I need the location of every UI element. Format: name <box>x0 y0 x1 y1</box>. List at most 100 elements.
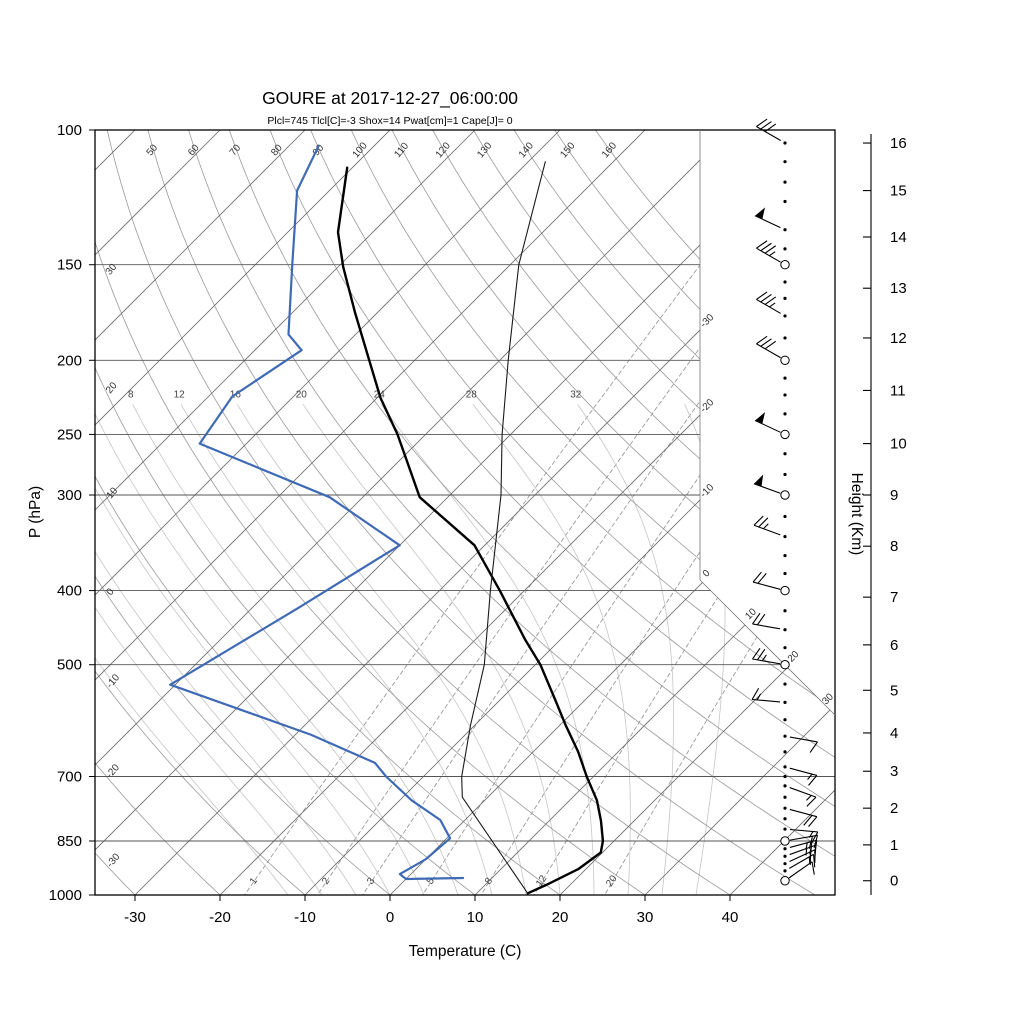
svg-text:13: 13 <box>890 280 907 297</box>
wind-barb <box>756 240 790 270</box>
isotherm-line <box>389 130 835 895</box>
svg-text:80: 80 <box>269 142 285 158</box>
wind-barb <box>756 335 790 365</box>
isotherm-line <box>134 130 835 895</box>
dry-adiabat-line <box>95 130 646 895</box>
wind-barb <box>783 682 787 686</box>
svg-text:1: 1 <box>248 875 260 886</box>
moist-adiabat-line <box>180 404 493 895</box>
svg-text:130: 130 <box>475 140 494 160</box>
svg-text:8: 8 <box>128 390 134 401</box>
moist-adiabat-line <box>95 404 391 895</box>
dry-adiabat-line <box>310 130 835 895</box>
wind-barb <box>756 118 787 145</box>
svg-text:50: 50 <box>145 142 161 158</box>
wind-barb <box>783 280 787 284</box>
svg-text:10: 10 <box>743 606 759 622</box>
svg-text:15: 15 <box>890 183 907 200</box>
svg-text:10: 10 <box>890 436 907 453</box>
svg-text:150: 150 <box>558 140 577 160</box>
isotherm-line <box>95 130 731 895</box>
wind-barb <box>783 718 787 722</box>
svg-text:6: 6 <box>890 637 898 654</box>
wind-barb <box>756 291 787 318</box>
moist-adiabat-line <box>577 404 674 895</box>
svg-text:14: 14 <box>890 229 907 246</box>
wind-barb <box>783 376 787 380</box>
svg-text:11: 11 <box>890 382 906 399</box>
wind-barb <box>752 613 787 632</box>
svg-text:9: 9 <box>890 487 898 504</box>
wind-barb <box>752 571 790 596</box>
svg-text:100: 100 <box>351 140 370 160</box>
isotherm-line <box>219 130 835 895</box>
isotherm-line <box>95 130 391 895</box>
svg-text:8: 8 <box>483 875 495 886</box>
wind-barb <box>783 844 817 860</box>
wind-barb <box>783 160 787 164</box>
wind-barb <box>783 514 787 519</box>
dry-adiabat-line <box>432 130 835 895</box>
svg-text:700: 700 <box>57 769 82 786</box>
svg-text:28: 28 <box>466 390 478 401</box>
dry-adiabat-line <box>95 130 391 895</box>
isotherm-line <box>95 130 646 895</box>
wind-barb <box>780 861 815 886</box>
wind-barb <box>783 774 787 779</box>
svg-text:250: 250 <box>57 426 82 443</box>
dry-adiabat-line <box>95 130 306 895</box>
dry-adiabat-line <box>147 130 816 895</box>
mixing-ratio-line <box>422 130 835 895</box>
svg-text:0: 0 <box>701 568 713 580</box>
svg-text:1000: 1000 <box>49 887 82 904</box>
sounding-curves <box>169 145 605 895</box>
svg-text:20: 20 <box>552 909 569 926</box>
mixing-ratio-line <box>604 130 835 895</box>
wind-barb <box>751 687 787 704</box>
wind-barb <box>783 734 818 753</box>
moist-adiabat-line <box>472 404 631 895</box>
svg-text:-30: -30 <box>124 909 146 926</box>
wind-barb <box>783 817 787 821</box>
chart-title: GOURE at 2017-12-27_06:00:00 <box>262 88 518 109</box>
wind-barb <box>783 336 787 340</box>
svg-text:70: 70 <box>228 142 244 158</box>
isotherm-line <box>95 130 476 895</box>
pressure-axis-label: P (hPa) <box>27 486 44 538</box>
svg-text:10: 10 <box>105 485 121 501</box>
wind-barb <box>783 765 818 786</box>
svg-text:30: 30 <box>820 691 836 707</box>
moist-adiabat-line <box>302 404 561 895</box>
svg-text:-30: -30 <box>105 851 123 869</box>
svg-text:20: 20 <box>604 873 620 889</box>
svg-text:100: 100 <box>57 122 82 139</box>
svg-text:400: 400 <box>57 583 82 600</box>
height-axis-label: Height (Km) <box>848 473 865 556</box>
isotherm-line <box>95 130 816 895</box>
dry-adiabat-line <box>472 130 835 895</box>
dry-adiabat-line <box>95 130 561 895</box>
svg-text:30: 30 <box>637 909 654 926</box>
wind-barb <box>783 795 787 799</box>
wind-barb <box>783 393 787 397</box>
temperature-curve <box>336 166 605 895</box>
svg-text:10: 10 <box>467 909 484 926</box>
svg-text:8: 8 <box>890 538 898 555</box>
wind-barb <box>783 609 787 613</box>
svg-text:5: 5 <box>425 875 437 886</box>
svg-text:0: 0 <box>104 586 116 598</box>
dry-adiabat-line <box>269 130 835 895</box>
dry-adiabat-line <box>513 130 835 895</box>
wind-barb <box>752 648 790 670</box>
svg-text:5: 5 <box>890 682 898 699</box>
isotherm-line <box>559 130 835 895</box>
wind-barb <box>783 784 817 807</box>
dry-adiabat-line <box>188 130 835 895</box>
svg-text:12: 12 <box>174 390 186 401</box>
dry-adiabat-line <box>106 130 731 895</box>
wind-barb <box>754 412 790 440</box>
moist-adiabat-line <box>95 404 425 895</box>
svg-text:32: 32 <box>570 390 582 401</box>
wind-barb <box>783 180 787 184</box>
